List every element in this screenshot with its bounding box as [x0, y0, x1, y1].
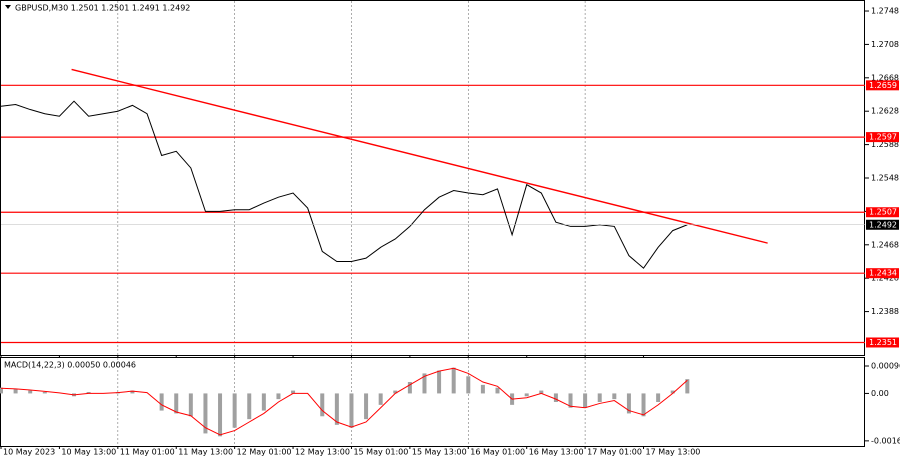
macd-bar	[641, 393, 646, 417]
y-tick-label: -0.00166	[871, 436, 900, 445]
macd-bar	[393, 390, 398, 394]
macd-bar	[685, 379, 690, 394]
macd-bar	[656, 393, 661, 402]
macd-bar	[480, 384, 485, 394]
level-box	[866, 337, 899, 348]
macd-bar	[670, 390, 675, 394]
x-tick-label: 15 May 01:00	[353, 448, 408, 457]
macd-bar	[86, 392, 91, 394]
macd-bar	[626, 393, 631, 414]
y-tick-label: 1.2628	[871, 107, 899, 116]
level-box	[866, 207, 899, 218]
macd-bar	[597, 393, 602, 402]
macd-bar	[407, 382, 412, 394]
macd-bar	[524, 393, 529, 397]
macd-bar	[612, 393, 617, 400]
x-tick-label: 11 May 13:00	[178, 448, 233, 457]
y-tick-label: 1.2748	[871, 7, 899, 16]
trend-line	[71, 68, 768, 244]
macd-bar	[130, 390, 135, 394]
macd-bar	[495, 387, 500, 394]
macd-bar	[334, 393, 339, 425]
price-pane	[0, 0, 865, 356]
last-price-box	[866, 219, 899, 230]
x-tick-label: 17 May 13:00	[646, 448, 701, 457]
macd-bar	[320, 393, 325, 417]
macd-bar	[232, 393, 237, 428]
level-label: 1.2434	[869, 269, 897, 278]
level-label: 1.2351	[869, 338, 897, 347]
level-label: 1.2659	[869, 81, 897, 90]
x-tick-label: 16 May 01:00	[470, 448, 525, 457]
macd-bar	[451, 367, 456, 394]
level-label: 1.2597	[869, 133, 897, 142]
macd-bar	[466, 376, 471, 394]
y-tick-label: 1.2388	[871, 307, 899, 316]
last-price-label: 1.2492	[869, 220, 897, 229]
y-tick-label: 1.2708	[871, 40, 899, 49]
y-tick-label: 1.2668	[871, 73, 899, 82]
chart-title: GBPUSD,M30 1.2501 1.2501 1.2491 1.2492	[15, 4, 190, 13]
macd-bar	[349, 393, 354, 428]
macd-title: MACD(14,22,3) 0.00050 0.00046	[4, 361, 136, 370]
macd-bar	[0, 387, 3, 394]
level-box	[866, 268, 899, 279]
macd-bar	[291, 390, 296, 394]
macd-bar	[247, 393, 252, 420]
macd-bar	[174, 393, 179, 414]
macd-bar	[422, 373, 427, 394]
menu-icon[interactable]	[5, 5, 11, 9]
y-tick-label: 1.2548	[871, 174, 899, 183]
level-label: 1.2507	[869, 208, 897, 217]
x-tick-label: 12 May 13:00	[295, 448, 350, 457]
level-box	[866, 80, 899, 91]
y-tick-label: 1.2588	[871, 140, 899, 149]
macd-bar	[218, 393, 223, 437]
macd-bar	[539, 390, 544, 394]
macd-bar	[276, 393, 281, 400]
signal-line	[0, 367, 688, 436]
macd-bar	[378, 393, 383, 405]
level-box	[866, 132, 899, 143]
macd-bar	[553, 393, 558, 402]
price-line	[0, 100, 688, 269]
x-tick-label: 16 May 13:00	[529, 448, 584, 457]
macd-bar	[13, 389, 18, 394]
y-tick-label: 0.00096	[871, 362, 900, 371]
macd-bar	[159, 393, 164, 411]
macd-bar	[42, 392, 47, 394]
y-tick-label: 1.2428	[871, 274, 899, 283]
x-tick-label: 12 May 01:00	[237, 448, 292, 457]
macd-bar	[568, 393, 573, 408]
macd-bar	[261, 393, 266, 411]
x-tick-label: 15 May 13:00	[412, 448, 467, 457]
y-tick-label: 0.00	[871, 389, 889, 398]
macd-bar	[188, 393, 193, 417]
x-tick-label: 10 May 2023	[3, 448, 55, 457]
x-tick-label: 11 May 01:00	[120, 448, 175, 457]
macd-bar	[28, 390, 33, 394]
macd-bar	[583, 393, 588, 408]
macd-bar	[364, 393, 369, 420]
x-tick-label: 10 May 13:00	[61, 448, 116, 457]
y-tick-label: 1.2468	[871, 240, 899, 249]
x-tick-label: 17 May 01:00	[587, 448, 642, 457]
macd-bar	[203, 393, 208, 434]
macd-bar	[437, 370, 442, 394]
macd-pane	[0, 357, 865, 447]
